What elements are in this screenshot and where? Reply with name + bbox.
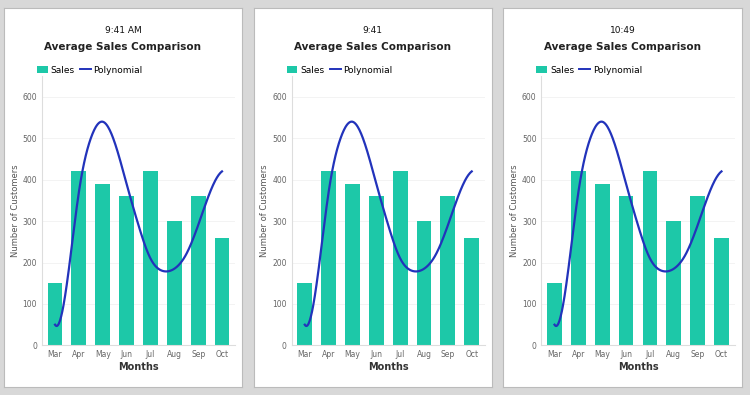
Bar xyxy=(393,171,407,345)
Text: 10:49: 10:49 xyxy=(610,26,635,35)
Bar xyxy=(714,238,729,345)
Legend: Sales, Polynomial: Sales, Polynomial xyxy=(286,66,392,75)
Bar xyxy=(440,196,455,345)
Bar xyxy=(190,196,206,345)
Text: Average Sales Comparison: Average Sales Comparison xyxy=(294,41,452,51)
Bar xyxy=(119,196,134,345)
X-axis label: Months: Months xyxy=(368,362,409,372)
Bar xyxy=(369,196,384,345)
Bar xyxy=(48,283,62,345)
Bar xyxy=(298,283,312,345)
Text: Average Sales Comparison: Average Sales Comparison xyxy=(44,41,202,51)
X-axis label: Months: Months xyxy=(118,362,159,372)
Text: 9:41 AM: 9:41 AM xyxy=(104,26,141,35)
Bar xyxy=(321,171,336,345)
Text: 9:41: 9:41 xyxy=(363,26,382,35)
Bar xyxy=(548,283,562,345)
Bar xyxy=(464,238,479,345)
Bar xyxy=(619,196,634,345)
Legend: Sales, Polynomial: Sales, Polynomial xyxy=(536,66,642,75)
Bar xyxy=(345,184,360,345)
Bar xyxy=(71,171,86,345)
Bar xyxy=(214,238,230,345)
Bar xyxy=(643,171,657,345)
Bar xyxy=(167,221,182,345)
Bar xyxy=(417,221,431,345)
Legend: Sales, Polynomial: Sales, Polynomial xyxy=(37,66,142,75)
Bar xyxy=(595,184,610,345)
Bar xyxy=(571,171,586,345)
Text: Average Sales Comparison: Average Sales Comparison xyxy=(544,41,701,51)
Y-axis label: Number of Customers: Number of Customers xyxy=(510,164,519,257)
X-axis label: Months: Months xyxy=(618,362,658,372)
Bar xyxy=(143,171,158,345)
Y-axis label: Number of Customers: Number of Customers xyxy=(260,164,269,257)
Bar xyxy=(690,196,705,345)
Bar xyxy=(667,221,681,345)
Bar xyxy=(95,184,110,345)
Y-axis label: Number of Customers: Number of Customers xyxy=(10,164,20,257)
